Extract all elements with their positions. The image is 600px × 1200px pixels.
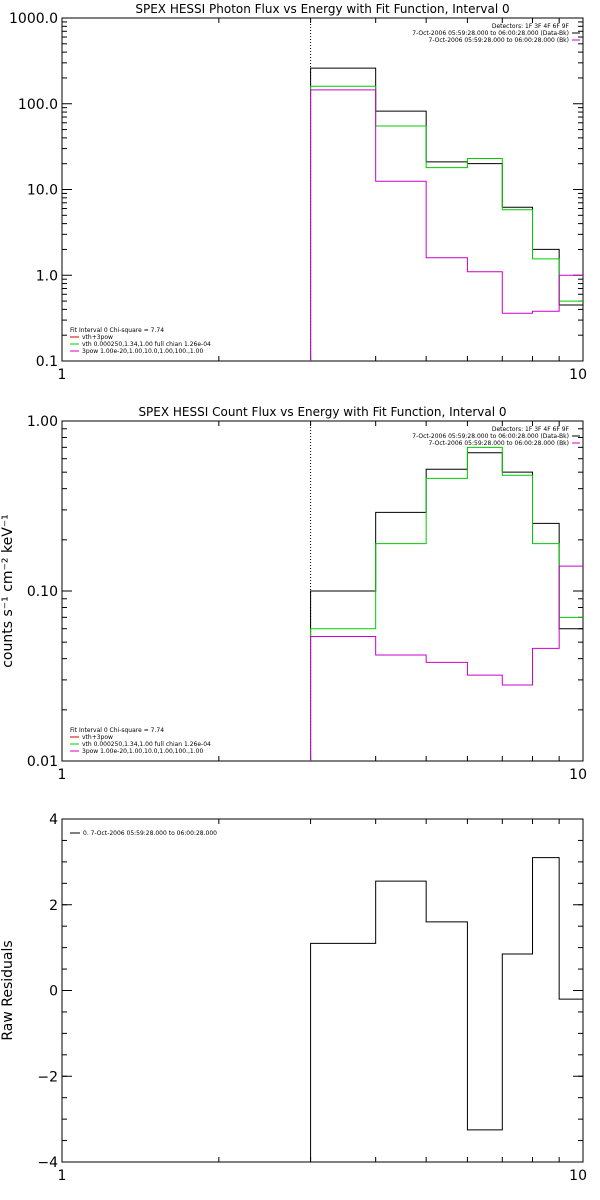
histogram-series-2 (310, 89, 583, 361)
histogram-series-0 (310, 67, 583, 361)
y-tick-label: −2 (37, 1069, 58, 1085)
y-tick-label: −4 (37, 1155, 58, 1171)
legend-entry: 7-Oct-2006 05:59:28.000 to 06:00:28.000 … (429, 37, 570, 44)
legend-entry: vth+3pow (82, 334, 113, 341)
legend-entry: Detectors: 1F 3F 4F 6F 9F (492, 426, 570, 433)
legend-entry: vth 0.000250,1.34,1.00 full chian 1.26e-… (82, 341, 211, 348)
histogram-series-0 (310, 857, 583, 1162)
x-tick-label: 1 (58, 1168, 67, 1184)
histogram-series-0 (310, 452, 583, 761)
chart-title: SPEX HESSI Photon Flux vs Energy with Fi… (135, 2, 509, 16)
legend-entry: 7-Oct-2006 05:59:28.000 to 06:00:28.000 … (412, 30, 569, 37)
x-tick-label: 1 (58, 367, 67, 383)
x-tick-label: 10 (569, 767, 587, 783)
y-tick-label: 0.01 (27, 754, 58, 770)
chart-panel-2: Raw Residuals −4 −2 0 2 4 1 10 0. 7-Oct-2006 05:… (0, 812, 587, 1184)
y-tick-label: 0 (49, 984, 58, 1000)
plot-frame (61, 17, 584, 362)
y-tick-label: 2 (49, 898, 58, 914)
x-tick-label: 1 (58, 767, 67, 783)
y-tick-label: 1.0 (36, 268, 58, 284)
x-tick-label: 10 (569, 1168, 587, 1184)
x-tick-label: 10 (569, 367, 587, 383)
chart-title: SPEX HESSI Count Flux vs Energy with Fit… (138, 405, 506, 419)
legend-entry: Fit Interval 0 Chi-square = 7.74 (70, 727, 164, 734)
legend-entry: Detectors: 1F 3F 4F 6F 9F (492, 23, 570, 30)
y-axis-label: counts s⁻¹ cm⁻² keV⁻¹ (0, 514, 16, 668)
histogram-series-1 (310, 446, 583, 761)
y-tick-label: 100.0 (18, 97, 58, 113)
plot-frame (61, 818, 584, 1163)
legend-entry: Fit Interval 0 Chi-square = 7.74 (70, 327, 164, 334)
y-tick-label: 10.0 (27, 183, 58, 199)
y-axis-label: Raw Residuals (0, 940, 16, 1040)
legend-entry: 3pow 1.00e-20,1.00,10.0,1.00,100.,1.00 (82, 748, 203, 755)
y-tick-label: 0.10 (27, 584, 58, 600)
chart-panel-1: SPEX HESSI Count Flux vs Energy with Fit… (0, 405, 587, 783)
legend-entry: 7-Oct-2006 05:59:28.000 to 06:00:28.000 … (412, 433, 569, 440)
histogram-series-1 (310, 85, 583, 361)
y-tick-label: 0.1 (36, 354, 58, 370)
legend-entry: 3pow 1.00e-20,1.00,10.0,1.00,100.,1.00 (82, 348, 203, 355)
histogram-series-2 (310, 565, 583, 761)
legend-entry: 7-Oct-2006 05:59:28.000 to 06:00:28.000 … (429, 440, 570, 447)
y-tick-label: 1.00 (27, 414, 58, 430)
y-tick-label: 1000.0 (9, 11, 58, 27)
legend-entry: vth+3pow (82, 734, 113, 741)
chart-panel-0: SPEX HESSI Photon Flux vs Energy with Fi… (9, 2, 587, 383)
y-tick-label: 4 (49, 812, 58, 828)
legend-entry: 0. 7-Oct-2006 05:59:28.000 to 06:00:28.0… (83, 830, 217, 837)
legend-entry: vth 0.000250,1.34,1.00 full chian 1.26e-… (82, 741, 211, 748)
